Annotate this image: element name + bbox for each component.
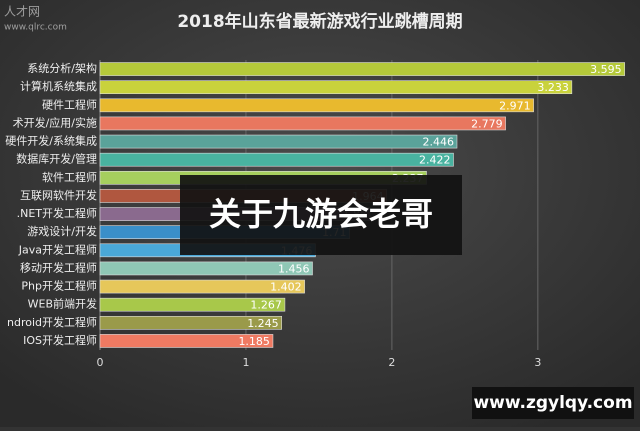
url-box [472,387,634,419]
bar [99,62,625,76]
y-tick-label: 计算机系统集成 [20,79,97,93]
y-tick-label: 术开发/应用/实施 [13,115,97,129]
chart-title: 2018年山东省最新游戏行业跳槽周期 [177,11,462,32]
y-tick-label: Php开发工程师 [21,279,97,293]
value-label: 1.267 [250,299,282,312]
y-tick-label: 互联网软件开发 [20,188,97,202]
y-tick-label: 移动开发工程师 [20,260,97,274]
bar [99,152,454,167]
bar [99,134,458,149]
x-tick-label: 0 [97,356,104,369]
bar [99,315,283,330]
bar [99,116,506,131]
y-tick-label: 系统分析/架构 [27,61,97,75]
value-label: 2.446 [422,136,454,149]
watermark-url: www.zgylqy.com [473,393,632,413]
y-tick-label: 游戏设计/开发 [27,224,97,238]
y-tick-label: 硬件工程师 [42,98,97,111]
y-tick-label: WEB前端开发 [28,297,97,311]
watermark-logo: 人才网 [4,5,40,19]
y-tick-label: ndroid开发工程师 [7,315,97,329]
bar [99,297,286,312]
value-label: 1.185 [238,335,270,348]
bar [99,279,305,294]
bar [99,98,534,113]
y-tick-label: 数据库开发/管理 [16,152,97,166]
value-label: 3.595 [590,63,622,76]
y-tick-label: 硬件开发/系统集成 [5,134,97,148]
value-label: 1.402 [270,281,302,294]
value-label: 3.233 [537,81,569,94]
watermark-site: www.qlrc.com [4,23,67,33]
overlay-box [180,175,462,255]
value-label: 2.971 [499,99,531,112]
value-label: 2.422 [419,154,451,167]
x-tick-label: 2 [388,356,395,369]
value-label: 1.456 [278,262,310,275]
y-tick-label: Java开发工程师 [18,242,97,256]
x-tick-label: 3 [534,356,541,369]
bar [99,80,573,95]
bar [99,334,274,348]
value-label: 2.779 [471,117,503,130]
x-tick-label: 1 [242,356,249,369]
y-tick-label: IOS开发工程师 [23,333,97,347]
y-tick-label: .NET开发工程师 [17,206,97,220]
value-label: 1.245 [247,317,279,330]
y-tick-label: 软件工程师 [42,170,97,184]
overlay-text: 关于九游会老哥 [209,195,433,233]
bar [99,261,313,276]
